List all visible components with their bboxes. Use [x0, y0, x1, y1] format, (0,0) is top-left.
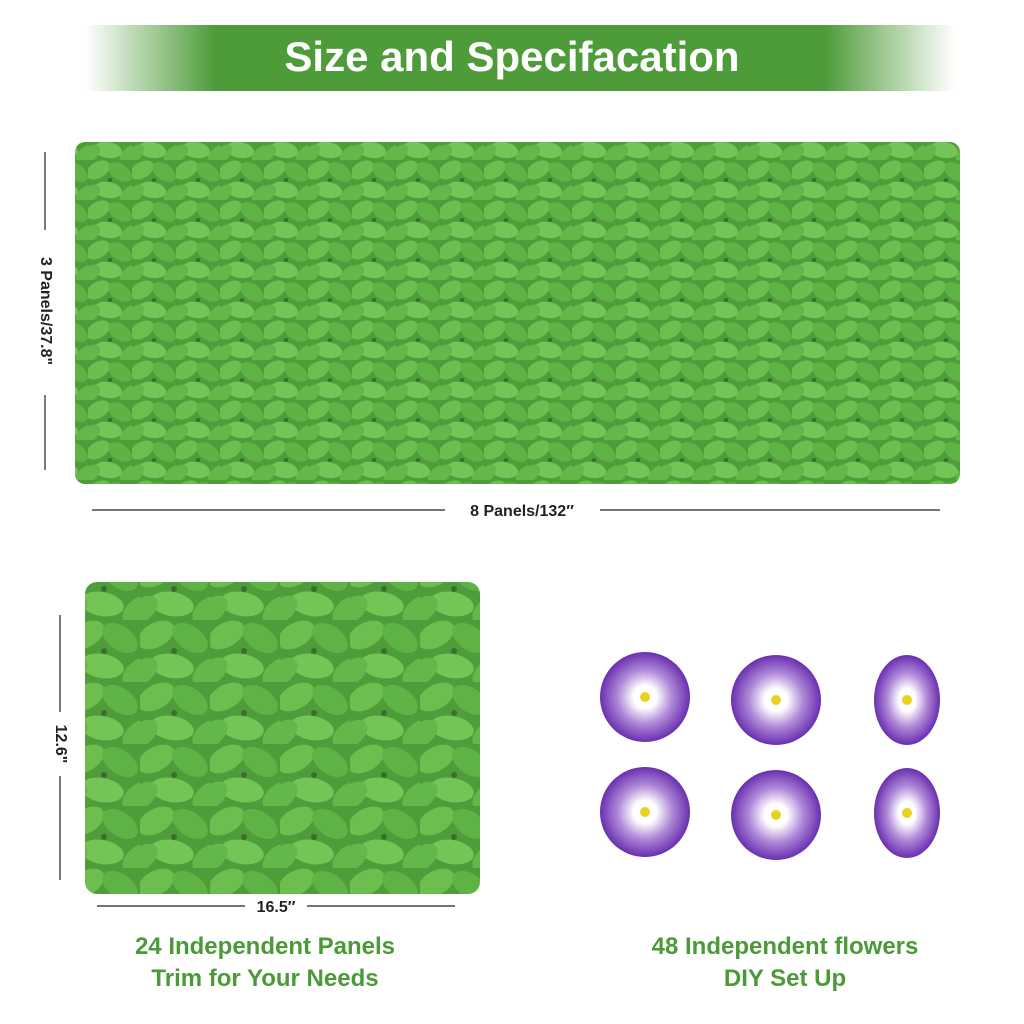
flowers-image: [600, 652, 940, 860]
single-width-label: 16.5′′: [257, 899, 296, 916]
caption-line: DIY Set Up: [724, 965, 846, 992]
caption-line: Trim for Your Needs: [151, 965, 378, 992]
main-width-label: 8 Panels/132″: [470, 503, 574, 520]
title: Size and Specifacation: [284, 33, 739, 80]
main-height-label: 3 Panels/37.8": [37, 257, 54, 365]
main-panel-image: [75, 142, 960, 484]
label-bg: [245, 895, 307, 917]
caption-line: 24 Independent Panels: [135, 933, 395, 960]
label-bg: [36, 230, 54, 395]
title-band: [85, 25, 955, 91]
caption-line: 48 Independent flowers: [652, 933, 919, 960]
label-bg: [445, 498, 600, 522]
single-panel-image: [85, 582, 480, 894]
label-bg: [50, 712, 70, 776]
single-height-label: 12.6": [52, 725, 69, 764]
